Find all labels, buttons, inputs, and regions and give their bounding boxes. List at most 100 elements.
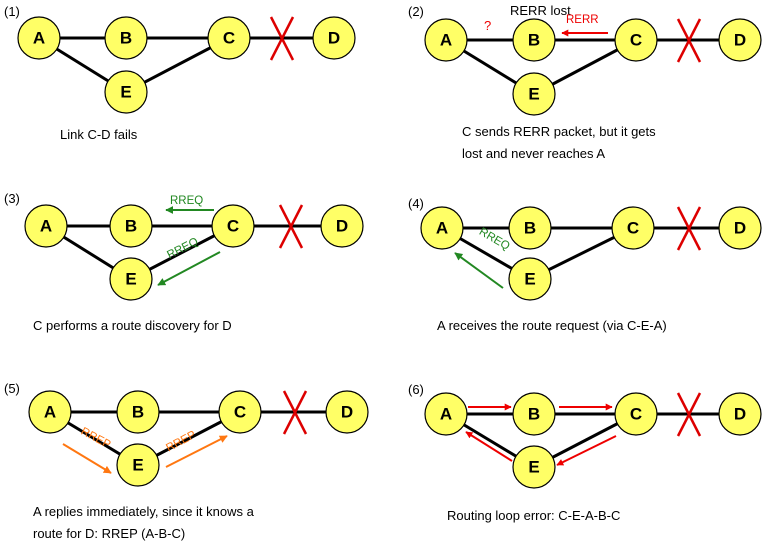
node-c-label: C <box>627 219 639 238</box>
rrep-arrow-a-e <box>62 443 112 474</box>
rreq-label-top: RREQ <box>170 195 203 207</box>
node-e-label: E <box>528 85 539 104</box>
link-failure-mark <box>278 204 304 249</box>
node-a-label: A <box>436 219 448 238</box>
node-e-label: E <box>528 458 539 477</box>
node-a: A <box>17 16 61 60</box>
panel-3-links <box>45 224 342 281</box>
node-e: E <box>116 443 160 487</box>
panel-6-number: (6) <box>408 382 424 397</box>
node-d-label: D <box>734 219 746 238</box>
node-d: D <box>325 390 369 434</box>
node-d-label: D <box>734 31 746 50</box>
node-e: E <box>508 257 552 301</box>
panel-6-links <box>445 412 740 469</box>
node-d: D <box>718 206 762 250</box>
panel-3-caption: C performs a route discovery for D <box>33 318 232 333</box>
link-failure-mark <box>676 206 702 251</box>
node-d: D <box>320 204 364 248</box>
node-e: E <box>104 70 148 114</box>
node-a: A <box>420 206 464 250</box>
node-a-label: A <box>440 31 452 50</box>
panel-4-caption: A receives the route request (via C-E-A) <box>437 318 667 333</box>
loop-arrow-c-e <box>556 435 617 466</box>
node-c-label: C <box>223 29 235 48</box>
panel-2: (2) RERR lost ? RERR A B C D E C sends R… <box>408 3 762 161</box>
rreq-label-bottom: RREQ <box>165 236 200 262</box>
node-c: C <box>611 206 655 250</box>
panel-6: (6) A B C D E Routing loop error: C-E-A-… <box>408 382 762 523</box>
rerr-label: RERR <box>566 14 599 26</box>
rrep-arrow-e-c <box>165 435 228 468</box>
node-c-label: C <box>630 405 642 424</box>
node-e-label: E <box>125 270 136 289</box>
panel-4: (4) RREQ A B C D E A receives the route … <box>408 196 762 333</box>
panel-3-number: (3) <box>4 191 20 206</box>
panel-1: (1) A B C D E Link C-D fails <box>4 4 356 142</box>
panel-2-number: (2) <box>408 4 424 19</box>
loop-arrow-e-a <box>465 431 513 462</box>
panel-2-caption-line-1: C sends RERR packet, but it gets <box>462 124 656 139</box>
node-e: E <box>109 257 153 301</box>
node-c: C <box>614 18 658 62</box>
question-mark: ? <box>484 18 491 33</box>
node-e-label: E <box>120 83 131 102</box>
node-b: B <box>109 204 153 248</box>
panel-6-caption: Routing loop error: C-E-A-B-C <box>447 508 620 523</box>
node-c: C <box>211 204 255 248</box>
rrep-label-right: RREP <box>164 429 198 455</box>
panel-1-links <box>38 36 334 94</box>
node-b-label: B <box>125 217 137 236</box>
panel-5-caption-line-1: A replies immediately, since it knows a <box>33 504 255 519</box>
rreq-arrow-e-a <box>454 252 504 289</box>
node-e: E <box>512 445 556 489</box>
node-d-label: D <box>734 405 746 424</box>
link-failure-mark <box>282 390 308 435</box>
node-b: B <box>508 206 552 250</box>
node-b-label: B <box>132 403 144 422</box>
panel-2-caption-line-2: lost and never reaches A <box>462 146 605 161</box>
panel-3: (3) RREQ RREQ A B C D E C performs a rou… <box>4 191 364 333</box>
node-d: D <box>312 16 356 60</box>
node-e-label: E <box>524 270 535 289</box>
node-b-label: B <box>528 405 540 424</box>
panel-5-caption-line-2: route for D: RREP (A-B-C) <box>33 526 185 541</box>
rrep-label-left: RREP <box>79 426 113 452</box>
node-a: A <box>424 392 468 436</box>
node-b-label: B <box>120 29 132 48</box>
node-a: A <box>24 204 68 248</box>
node-d: D <box>718 18 762 62</box>
node-a: A <box>28 390 72 434</box>
node-d: D <box>718 392 762 436</box>
node-d-label: D <box>336 217 348 236</box>
node-c: C <box>614 392 658 436</box>
node-c: C <box>207 16 251 60</box>
panel-1-caption: Link C-D fails <box>60 127 138 142</box>
link-failure-mark <box>676 392 702 437</box>
node-c-label: C <box>630 31 642 50</box>
node-d-label: D <box>341 403 353 422</box>
panel-4-number: (4) <box>408 196 424 211</box>
node-b: B <box>104 16 148 60</box>
link-failure-mark <box>676 18 702 63</box>
node-b: B <box>116 390 160 434</box>
node-c-label: C <box>227 217 239 236</box>
panel-2-links <box>445 38 740 96</box>
rreq-label: RREQ <box>477 226 512 253</box>
node-a-label: A <box>40 217 52 236</box>
node-c-label: C <box>234 403 246 422</box>
node-a: A <box>424 18 468 62</box>
node-b: B <box>512 392 556 436</box>
node-e: E <box>512 72 556 116</box>
node-b-label: B <box>524 219 536 238</box>
node-b-label: B <box>528 31 540 50</box>
node-a-label: A <box>44 403 56 422</box>
node-b: B <box>512 18 556 62</box>
link-failure-mark <box>269 16 295 61</box>
rreq-arrow-c-e <box>157 251 221 286</box>
panel-5-number: (5) <box>4 381 20 396</box>
rerr-lost-label: RERR lost <box>510 3 571 18</box>
panel-5: (5) RREP RREP A B C D E A replies immedi… <box>4 381 369 541</box>
node-a-label: A <box>440 405 452 424</box>
